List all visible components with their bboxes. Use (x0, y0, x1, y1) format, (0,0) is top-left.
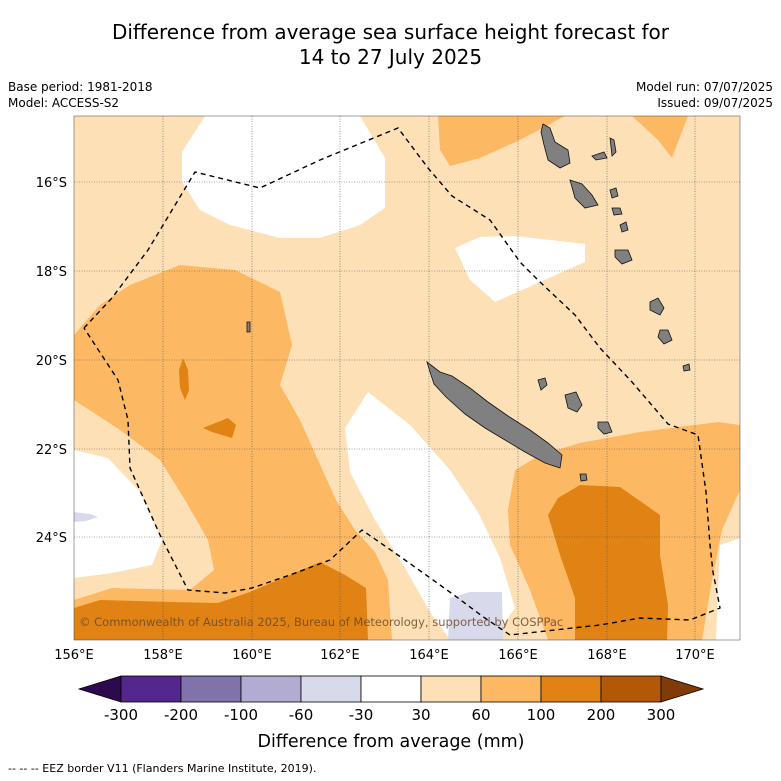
map-frame (73, 115, 741, 641)
vanuatu-tanna (649, 297, 665, 316)
colorbar-bin (540, 675, 602, 703)
band-neutral-east (716, 538, 740, 640)
x-tick-label: 170°E (675, 648, 715, 663)
band-100-200-spot-a (179, 358, 189, 400)
base-period: Base period: 1981-2018 (8, 80, 153, 94)
y-tick-label: 16°S (36, 176, 67, 191)
band-100-200-southeast (548, 485, 668, 640)
colorbar-tick-label: -100 (224, 706, 258, 724)
new-caledonia-land (426, 360, 563, 469)
eez-legend-footer: -- -- -- EEZ border V11 (Flanders Marine… (8, 762, 317, 775)
y-tick-label: 24°S (36, 531, 67, 546)
colorbar-bin (300, 675, 362, 703)
x-axis: 156°E 158°E 160°E 162°E 164°E 166°E 168°… (54, 648, 715, 663)
y-tick-label: 22°S (36, 443, 67, 458)
vanuatu-espiritu-santo (540, 123, 571, 169)
colorbar-extend-low (77, 675, 122, 703)
meta-left: Base period: 1981-2018 Model: ACCESS-S2 (8, 79, 153, 111)
x-tick-label: 166°E (498, 648, 538, 663)
x-tick-label: 162°E (320, 648, 360, 663)
sea-level-map (74, 116, 740, 640)
vanuatu-malekula (569, 179, 599, 209)
colorbar-tick-label: 300 (647, 706, 676, 724)
colorbar-tick-label: -200 (164, 706, 198, 724)
band-60-100-west (74, 265, 392, 640)
colorbar-tick-label: 60 (471, 706, 490, 724)
colorbar-bin (360, 675, 422, 703)
colorbar-bin (420, 675, 482, 703)
colorbar-tick-label: -30 (349, 706, 374, 724)
colorbar-bin (480, 675, 542, 703)
title-line-2: 14 to 27 July 2025 (298, 45, 483, 69)
band-60-100-northeast (632, 116, 688, 158)
model-run: Model run: 07/07/2025 (635, 80, 773, 94)
colorbar-bin (600, 675, 662, 703)
band-neg-30-60-west (74, 512, 98, 522)
band-100-200-south (74, 562, 368, 640)
colorbar-bin (240, 675, 302, 703)
colorbar-extend-high (660, 675, 705, 703)
colorbar-bin (120, 675, 182, 703)
x-tick-label: 156°E (54, 648, 94, 663)
band-neutral-west (74, 450, 162, 578)
x-tick-label: 168°E (587, 648, 627, 663)
vanuatu-small-islands (246, 187, 691, 482)
colorbar-label: Difference from average (mm) (257, 732, 524, 752)
lifou-island (564, 391, 583, 413)
land (246, 123, 691, 482)
vanuatu-erromango (657, 329, 673, 345)
colorbar-tick-label: 200 (587, 706, 616, 724)
model-name: Model: ACCESS-S2 (8, 96, 120, 110)
y-tick-label: 18°S (36, 265, 67, 280)
band-neutral-north (182, 116, 385, 238)
vanuatu-ambae (591, 151, 608, 161)
colorbar-bin (180, 675, 242, 703)
colorbar-ticks: -300 -200 -100 -60 -30 30 60 100 200 300 (104, 706, 675, 724)
title-line-1: Difference from average sea surface heig… (111, 20, 670, 44)
copyright-text: © Commonwealth of Australia 2025, Bureau… (79, 615, 563, 629)
x-tick-label: 160°E (232, 648, 272, 663)
band-60-100-north (438, 116, 565, 166)
colorbar-tick-label: 100 (527, 706, 556, 724)
colorbar (77, 675, 705, 703)
band-neutral-mid (455, 236, 585, 302)
meta-right: Model run: 07/07/2025 Issued: 09/07/2025 (636, 79, 773, 111)
band-neg-30-60-south (448, 592, 503, 640)
y-tick-label: 20°S (36, 354, 67, 369)
band-100-200-spot-b (203, 418, 236, 438)
x-tick-label: 158°E (143, 648, 183, 663)
graticule (74, 116, 740, 640)
issued-date: Issued: 09/07/2025 (657, 96, 773, 110)
colorbar-tick-label: 30 (411, 706, 430, 724)
band-neutral-center (345, 392, 515, 640)
vanuatu-pentecost (609, 137, 617, 157)
chart-title: Difference from average sea surface heig… (0, 20, 781, 70)
y-axis: 16°S 18°S 20°S 22°S 24°S (36, 176, 67, 546)
mare-island (597, 421, 613, 435)
ouvea-island (537, 377, 548, 391)
eez-border (83, 127, 721, 636)
colorbar-tick-label: -60 (289, 706, 314, 724)
x-tick-label: 164°E (409, 648, 449, 663)
vanuatu-efate (614, 249, 633, 265)
colorbar-tick-label: -300 (104, 706, 138, 724)
